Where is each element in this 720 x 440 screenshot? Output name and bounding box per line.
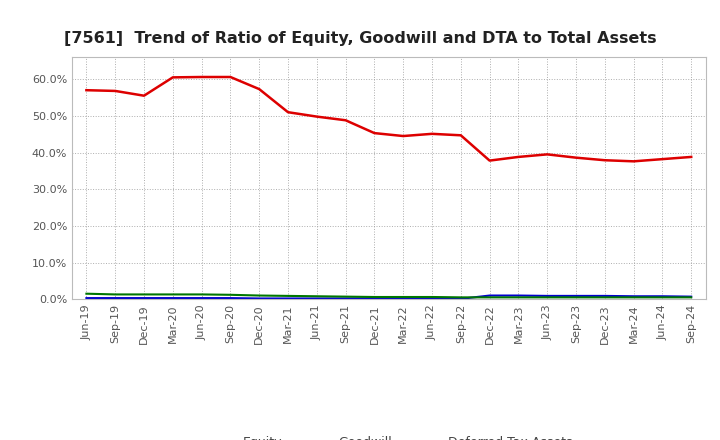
- Deferred Tax Assets: [341, 294, 350, 299]
- Equity: [255, 86, 264, 92]
- Equity: [572, 155, 580, 160]
- Equity: [111, 88, 120, 94]
- Equity: [168, 75, 177, 80]
- Goodwill: [111, 296, 120, 301]
- Equity: [399, 133, 408, 139]
- Equity: [341, 117, 350, 123]
- Line: Goodwill: Goodwill: [86, 296, 691, 299]
- Goodwill: [226, 296, 235, 301]
- Deferred Tax Assets: [543, 295, 552, 300]
- Deferred Tax Assets: [629, 295, 638, 300]
- Deferred Tax Assets: [312, 293, 321, 299]
- Goodwill: [687, 294, 696, 299]
- Legend: Equity, Goodwill, Deferred Tax Assets: Equity, Goodwill, Deferred Tax Assets: [200, 431, 577, 440]
- Goodwill: [312, 296, 321, 301]
- Goodwill: [284, 296, 292, 301]
- Equity: [312, 114, 321, 119]
- Goodwill: [370, 296, 379, 301]
- Goodwill: [428, 296, 436, 301]
- Deferred Tax Assets: [168, 292, 177, 297]
- Goodwill: [629, 293, 638, 299]
- Goodwill: [456, 296, 465, 301]
- Text: [7561]  Trend of Ratio of Equity, Goodwill and DTA to Total Assets: [7561] Trend of Ratio of Equity, Goodwil…: [63, 31, 657, 46]
- Deferred Tax Assets: [485, 295, 494, 300]
- Deferred Tax Assets: [600, 295, 609, 300]
- Equity: [687, 154, 696, 160]
- Deferred Tax Assets: [687, 295, 696, 300]
- Goodwill: [485, 293, 494, 298]
- Deferred Tax Assets: [82, 291, 91, 297]
- Goodwill: [168, 296, 177, 301]
- Deferred Tax Assets: [456, 295, 465, 300]
- Goodwill: [658, 293, 667, 299]
- Deferred Tax Assets: [658, 295, 667, 300]
- Goodwill: [399, 296, 408, 301]
- Equity: [543, 152, 552, 157]
- Deferred Tax Assets: [140, 292, 148, 297]
- Equity: [82, 88, 91, 93]
- Deferred Tax Assets: [572, 295, 580, 300]
- Deferred Tax Assets: [284, 293, 292, 299]
- Goodwill: [197, 296, 206, 301]
- Deferred Tax Assets: [428, 294, 436, 300]
- Equity: [658, 157, 667, 162]
- Goodwill: [572, 293, 580, 299]
- Goodwill: [341, 296, 350, 301]
- Equity: [514, 154, 523, 160]
- Equity: [629, 159, 638, 164]
- Equity: [370, 130, 379, 136]
- Deferred Tax Assets: [111, 292, 120, 297]
- Deferred Tax Assets: [197, 292, 206, 297]
- Goodwill: [255, 296, 264, 301]
- Deferred Tax Assets: [370, 294, 379, 300]
- Deferred Tax Assets: [226, 292, 235, 297]
- Equity: [197, 74, 206, 80]
- Equity: [226, 74, 235, 80]
- Equity: [140, 93, 148, 98]
- Equity: [600, 158, 609, 163]
- Equity: [456, 132, 465, 138]
- Deferred Tax Assets: [514, 295, 523, 300]
- Deferred Tax Assets: [399, 294, 408, 300]
- Equity: [485, 158, 494, 163]
- Equity: [428, 131, 436, 136]
- Equity: [284, 110, 292, 115]
- Line: Deferred Tax Assets: Deferred Tax Assets: [86, 294, 691, 297]
- Goodwill: [543, 293, 552, 299]
- Goodwill: [600, 293, 609, 299]
- Goodwill: [140, 296, 148, 301]
- Goodwill: [82, 296, 91, 301]
- Line: Equity: Equity: [86, 77, 691, 161]
- Goodwill: [514, 293, 523, 298]
- Deferred Tax Assets: [255, 293, 264, 298]
